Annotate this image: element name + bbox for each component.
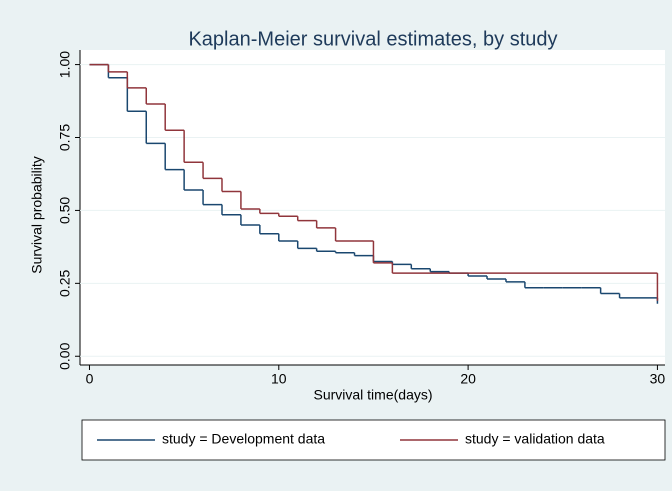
y-tick-label: 1.00 bbox=[57, 51, 73, 78]
y-tick-label: 0.00 bbox=[57, 342, 73, 369]
y-tick-label: 0.75 bbox=[57, 124, 73, 151]
x-tick-label: 20 bbox=[460, 371, 476, 387]
plot-area bbox=[80, 50, 665, 365]
y-tick-label: 0.25 bbox=[57, 269, 73, 296]
x-axis-title: Survival time(days) bbox=[313, 387, 432, 403]
x-tick-label: 30 bbox=[650, 371, 666, 387]
legend bbox=[81, 419, 666, 461]
chart-title: Kaplan-Meier survival estimates, by stud… bbox=[188, 28, 557, 50]
legend-label: study = validation data bbox=[465, 431, 605, 447]
y-axis-title: Survival probability bbox=[29, 156, 45, 274]
legend-label: study = Development data bbox=[162, 431, 325, 447]
y-tick-label: 0.50 bbox=[57, 197, 73, 224]
x-tick-label: 10 bbox=[271, 371, 287, 387]
x-tick-label: 0 bbox=[86, 371, 94, 387]
